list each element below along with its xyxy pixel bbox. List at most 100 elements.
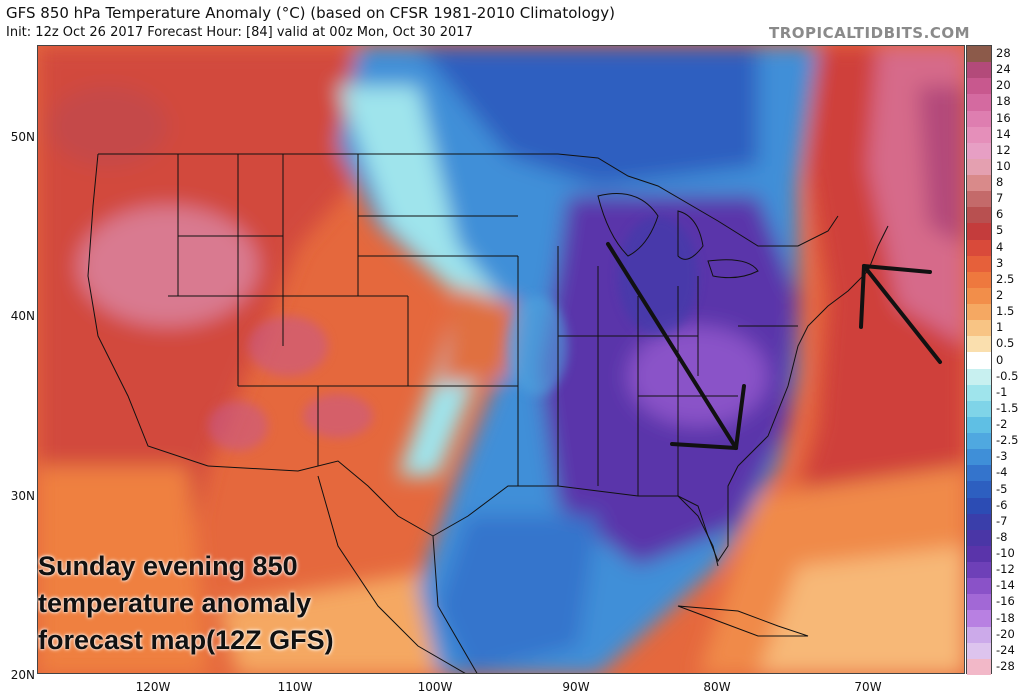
arrow-northwest-head-right bbox=[862, 264, 932, 274]
lon-label: 110W bbox=[277, 680, 313, 694]
colorbar-cell bbox=[967, 626, 991, 643]
lon-label: 90W bbox=[562, 680, 590, 694]
colorbar-label: 10 bbox=[996, 158, 1011, 173]
colorbar-cell bbox=[967, 529, 991, 546]
colorbar-label: 2.5 bbox=[996, 271, 1015, 286]
caption-overlay: Sunday evening 850 temperature anomaly f… bbox=[38, 548, 418, 659]
colorbar-cell bbox=[967, 110, 991, 127]
colorbar-cell bbox=[967, 287, 991, 304]
colorbar-cell bbox=[967, 62, 991, 79]
colorbar-cell bbox=[967, 449, 991, 466]
arrow-southeast-head-left bbox=[670, 442, 738, 450]
colorbar-label: 0 bbox=[996, 352, 1004, 367]
caption-line: temperature anomaly bbox=[38, 588, 312, 618]
arrow-southeast-shaft bbox=[606, 242, 738, 450]
colorbar-cell bbox=[967, 642, 991, 659]
colorbar-label: -7 bbox=[996, 513, 1008, 528]
colorbar-cell bbox=[967, 336, 991, 353]
colorbar-cell bbox=[967, 78, 991, 95]
lat-label: 40N bbox=[10, 309, 35, 323]
colorbar-cell bbox=[967, 545, 991, 562]
state-borders bbox=[87, 153, 889, 673]
colorbar-cell bbox=[967, 207, 991, 224]
colorbar-cell bbox=[967, 223, 991, 240]
colorbar-label: -5 bbox=[996, 481, 1008, 496]
colorbar bbox=[966, 45, 992, 675]
arrow-northwest bbox=[859, 264, 942, 364]
colorbar-label: -28 bbox=[996, 658, 1015, 673]
page-subtitle: Init: 12z Oct 26 2017 Forecast Hour: [84… bbox=[6, 25, 473, 40]
colorbar-label: 0.5 bbox=[996, 336, 1015, 351]
colorbar-label: 3 bbox=[996, 255, 1004, 270]
lon-label: 70W bbox=[854, 680, 882, 694]
colorbar-label: -12 bbox=[996, 562, 1015, 577]
page-title: GFS 850 hPa Temperature Anomaly (°C) (ba… bbox=[6, 4, 616, 22]
arrow-southeast-head-right bbox=[734, 384, 746, 450]
colorbar-cell bbox=[967, 175, 991, 192]
colorbar-label: -18 bbox=[996, 610, 1015, 625]
colorbar-label: -20 bbox=[996, 626, 1015, 641]
colorbar-label: 6 bbox=[996, 207, 1004, 222]
colorbar-cell bbox=[967, 46, 991, 63]
colorbar-cell bbox=[967, 368, 991, 385]
colorbar-cell bbox=[967, 562, 991, 579]
caption-line: forecast map(12Z GFS) bbox=[38, 625, 334, 655]
colorbar-cell bbox=[967, 400, 991, 417]
colorbar-cell bbox=[967, 481, 991, 498]
colorbar-cell bbox=[967, 320, 991, 337]
colorbar-label: 28 bbox=[996, 46, 1011, 61]
lon-label: 80W bbox=[703, 680, 731, 694]
colorbar-label: 20 bbox=[996, 78, 1011, 93]
colorbar-label: -14 bbox=[996, 578, 1015, 593]
colorbar-label: -1 bbox=[996, 384, 1008, 399]
arrow-northwest-head-down bbox=[859, 264, 866, 329]
arrow-northwest-shaft bbox=[862, 264, 942, 364]
colorbar-cell bbox=[967, 658, 991, 675]
colorbar-label: 14 bbox=[996, 126, 1011, 141]
colorbar-label: 24 bbox=[996, 62, 1011, 77]
lon-label: 100W bbox=[417, 680, 453, 694]
colorbar-cell bbox=[967, 352, 991, 369]
colorbar-cell bbox=[967, 594, 991, 611]
colorbar-label: -8 bbox=[996, 529, 1008, 544]
colorbar-cell bbox=[967, 433, 991, 450]
colorbar-cell bbox=[967, 497, 991, 514]
colorbar-cell bbox=[967, 416, 991, 433]
map-canvas bbox=[38, 46, 964, 673]
colorbar-label: 2 bbox=[996, 287, 1004, 302]
lon-label: 120W bbox=[135, 680, 171, 694]
colorbar-cell bbox=[967, 578, 991, 595]
colorbar-cell bbox=[967, 384, 991, 401]
colorbar-cell bbox=[967, 239, 991, 256]
colorbar-cell bbox=[967, 513, 991, 530]
colorbar-label: -2.5 bbox=[996, 433, 1019, 448]
colorbar-label: 16 bbox=[996, 110, 1011, 125]
colorbar-cell bbox=[967, 465, 991, 482]
colorbar-cell bbox=[967, 304, 991, 321]
lat-label: 50N bbox=[10, 130, 35, 144]
colorbar-label: 5 bbox=[996, 223, 1004, 238]
colorbar-cell bbox=[967, 255, 991, 272]
colorbar-label: -3 bbox=[996, 449, 1008, 464]
colorbar-cell bbox=[967, 142, 991, 159]
colorbar-label: 8 bbox=[996, 175, 1004, 190]
colorbar-cell bbox=[967, 191, 991, 208]
colorbar-cell bbox=[967, 126, 991, 143]
annotation-arrows bbox=[606, 242, 942, 450]
colorbar-label: 7 bbox=[996, 191, 1004, 206]
colorbar-cell bbox=[967, 94, 991, 111]
colorbar-label: -6 bbox=[996, 497, 1008, 512]
colorbar-label: -16 bbox=[996, 594, 1015, 609]
colorbar-label: 12 bbox=[996, 142, 1011, 157]
arrow-southeast bbox=[606, 242, 746, 450]
colorbar-label: 4 bbox=[996, 239, 1004, 254]
lat-label: 20N bbox=[10, 668, 35, 682]
colorbar-label: 18 bbox=[996, 94, 1011, 109]
anomaly-map bbox=[37, 45, 965, 674]
lat-label: 30N bbox=[10, 489, 35, 503]
colorbar-cell bbox=[967, 158, 991, 175]
colorbar-label: -10 bbox=[996, 546, 1015, 561]
caption-line: Sunday evening 850 bbox=[38, 551, 298, 581]
colorbar-cell bbox=[967, 271, 991, 288]
colorbar-label: -0.5 bbox=[996, 368, 1019, 383]
